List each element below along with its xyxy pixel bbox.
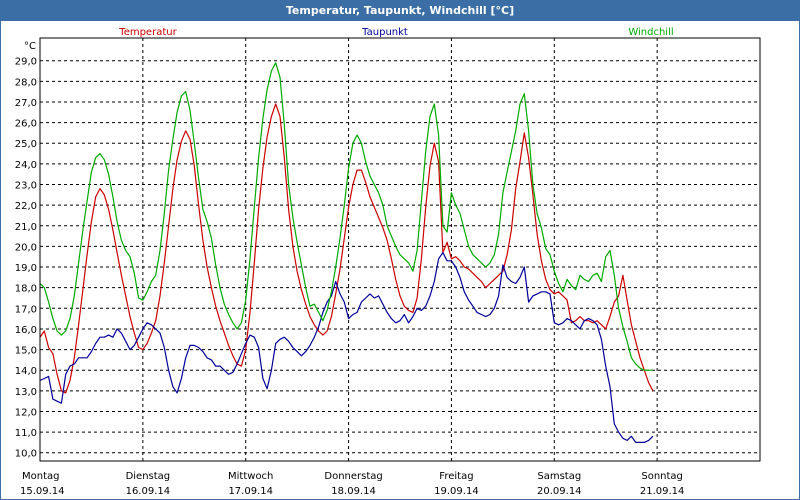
- legend-item-taupunkt: Taupunkt: [361, 27, 408, 38]
- series-line-temperatur: [39, 103, 654, 394]
- grid: [40, 38, 760, 461]
- x-tick-date: 20.09.14: [537, 486, 582, 497]
- x-tick-weekday: Dienstag: [126, 471, 171, 482]
- y-tick-label: 29,0: [15, 57, 37, 68]
- y-tick-label: 28,0: [15, 77, 37, 88]
- y-tick-label: 16,0: [15, 325, 37, 336]
- y-tick-label: 17,0: [15, 304, 37, 315]
- series-line-windchill: [39, 62, 653, 371]
- x-tick-weekday: Montag: [22, 471, 59, 482]
- y-tick-label: 10,0: [15, 449, 37, 460]
- y-tick-label: 21,0: [15, 222, 37, 233]
- y-tick-label: 14,0: [15, 366, 37, 377]
- series-line-taupunkt: [39, 252, 654, 443]
- legend-item-temperatur: Temperatur: [118, 27, 177, 38]
- legend-item-windchill: Windchill: [628, 27, 673, 38]
- y-tick-label: 26,0: [15, 119, 37, 130]
- x-tick-weekday: Samstag: [537, 471, 581, 482]
- legend: Temperatur Taupunkt Windchill: [118, 27, 673, 38]
- x-tick-date: 15.09.14: [20, 486, 65, 497]
- x-tick-date: 21.09.14: [640, 486, 685, 497]
- y-tick-label: 24,0: [15, 160, 37, 171]
- y-tick-labels: 10,0 11,0 12,0 13,0 14,0 15,0 16,0 17,0 18,0 19,0…: [15, 57, 37, 460]
- x-tick-weekday: Sonntag: [641, 471, 683, 482]
- y-axis-unit: °C: [24, 41, 36, 52]
- x-tick-labels: Montag 15.09.14 Dienstag 16.09.14 Mittwoch 17…: [20, 471, 684, 497]
- x-tick-weekday: Donnerstag: [324, 471, 382, 482]
- y-tick-label: 27,0: [15, 98, 37, 109]
- x-tick-weekday: Mittwoch: [228, 471, 273, 482]
- y-tick-label: 20,0: [15, 242, 37, 253]
- x-tick-date: 17.09.14: [228, 486, 273, 497]
- y-tick-label: 23,0: [15, 181, 37, 192]
- y-tick-label: 11,0: [15, 428, 37, 439]
- y-tick-label: 25,0: [15, 139, 37, 150]
- y-tick-label: 19,0: [15, 263, 37, 274]
- x-tick-date: 19.09.14: [434, 486, 479, 497]
- y-tick-label: 22,0: [15, 201, 37, 212]
- plot-border: [39, 37, 761, 462]
- series-group: [39, 62, 654, 443]
- chart-title: Temperatur, Taupunkt, Windchill [°C]: [1, 1, 799, 21]
- x-tick-weekday: Freitag: [439, 471, 473, 482]
- y-tick-label: 12,0: [15, 407, 37, 418]
- y-tick-label: 18,0: [15, 284, 37, 295]
- x-tick-date: 16.09.14: [126, 486, 171, 497]
- y-tick-label: 13,0: [15, 387, 37, 398]
- y-tick-label: 15,0: [15, 346, 37, 357]
- x-tick-date: 18.09.14: [331, 486, 376, 497]
